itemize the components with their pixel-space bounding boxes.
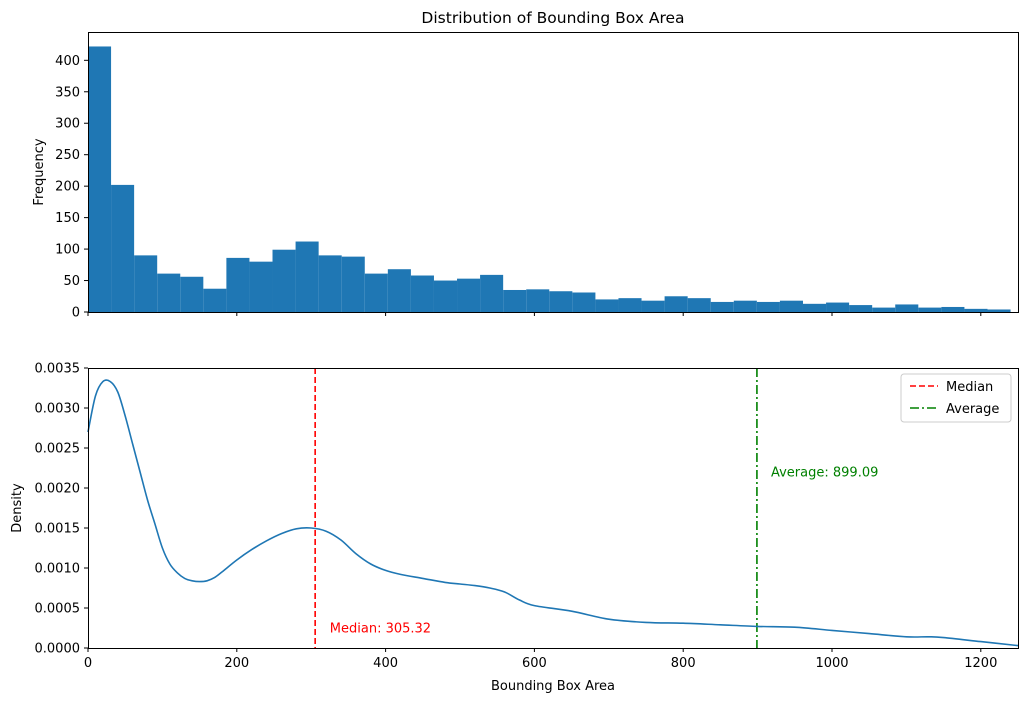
y-tick-label: 0.0015 bbox=[35, 522, 81, 537]
histogram-bar bbox=[595, 299, 619, 312]
histogram-bar bbox=[410, 275, 434, 312]
histogram-bar bbox=[987, 309, 1011, 312]
density-frame bbox=[88, 368, 1019, 649]
y-tick-label: 0.0035 bbox=[35, 362, 81, 377]
histogram-panel: Distribution of Bounding Box Area 0 50 100… bbox=[32, 9, 1019, 321]
histogram-bar bbox=[549, 291, 573, 312]
reference-lines bbox=[314, 368, 758, 648]
y-axis-label: Density bbox=[10, 483, 25, 533]
histogram-bar bbox=[826, 302, 850, 312]
histogram-bar bbox=[872, 307, 896, 312]
histogram-bar bbox=[295, 241, 319, 312]
y-tick-label: 250 bbox=[55, 148, 80, 163]
histogram-bar bbox=[503, 289, 527, 312]
histogram-frame bbox=[88, 32, 1019, 313]
x-tick-label: 200 bbox=[224, 656, 249, 671]
histogram-bar bbox=[318, 255, 342, 312]
annotation-label: Average: 899.09 bbox=[771, 466, 878, 481]
y-tick-label: 0.0005 bbox=[35, 602, 81, 617]
histogram-bar bbox=[941, 306, 965, 312]
legend-label-average: Average bbox=[946, 402, 999, 417]
histogram-bar bbox=[364, 273, 388, 312]
histogram-bar bbox=[480, 274, 504, 312]
histogram-x-ticks bbox=[87, 312, 982, 316]
annotation-label: Median: 305.32 bbox=[330, 622, 431, 637]
histogram-bar bbox=[618, 298, 642, 312]
x-axis-label: Bounding Box Area bbox=[491, 679, 615, 694]
histogram-bar bbox=[180, 276, 204, 312]
histogram-bar bbox=[272, 249, 296, 312]
histogram-bar bbox=[802, 303, 827, 312]
x-tick-label: 600 bbox=[522, 656, 547, 671]
y-tick-label: 150 bbox=[55, 211, 80, 226]
legend-label-median: Median bbox=[946, 380, 993, 395]
y-tick-label: 300 bbox=[55, 117, 80, 132]
histogram-bar bbox=[433, 280, 458, 312]
x-tick-label: 1000 bbox=[815, 656, 848, 671]
histogram-bar bbox=[526, 289, 550, 312]
histogram-bar bbox=[849, 305, 873, 312]
histogram-bar bbox=[964, 308, 988, 312]
histogram-bar bbox=[756, 301, 780, 312]
x-tick-label: 800 bbox=[671, 656, 696, 671]
chart-title: Distribution of Bounding Box Area bbox=[421, 9, 684, 27]
y-tick-label: 350 bbox=[55, 85, 80, 100]
histogram-bar bbox=[779, 300, 803, 312]
histogram-bar bbox=[918, 307, 942, 312]
histogram-bar bbox=[226, 257, 250, 312]
histogram-bar bbox=[457, 278, 481, 312]
y-tick-label: 100 bbox=[55, 243, 80, 258]
legend: Median Average bbox=[900, 373, 1012, 423]
histogram-bars bbox=[88, 46, 1011, 312]
y-tick-label: 0.0010 bbox=[35, 562, 81, 577]
density-curve bbox=[87, 379, 1019, 647]
histogram-y-ticks: 0 50 100 150 200 250 300 350 400 bbox=[55, 54, 88, 321]
histogram-bar bbox=[895, 304, 919, 312]
annotations: Median: 305.32 Average: 899.09 bbox=[330, 466, 879, 637]
x-tick-label: 1200 bbox=[964, 656, 997, 671]
histogram-bar bbox=[733, 300, 757, 312]
histogram-bar bbox=[341, 256, 365, 312]
histogram-bar bbox=[710, 301, 734, 312]
density-y-ticks: 0.0000 0.0005 0.0010 0.0015 0.0020 0.0025 0.00… bbox=[35, 362, 88, 657]
histogram-bar bbox=[157, 273, 181, 312]
histogram-bar bbox=[88, 46, 112, 312]
x-tick-label: 400 bbox=[373, 656, 398, 671]
density-x-ticks: 0 200 400 600 800 1000 1200 bbox=[84, 648, 997, 671]
y-tick-label: 0.0025 bbox=[35, 442, 81, 457]
x-tick-label: 0 bbox=[84, 656, 92, 671]
y-tick-label: 0.0020 bbox=[35, 482, 81, 497]
histogram-bar bbox=[572, 292, 596, 312]
histogram-bar bbox=[387, 269, 411, 312]
y-tick-label: 50 bbox=[63, 274, 80, 289]
y-tick-label: 400 bbox=[55, 54, 80, 69]
histogram-bar bbox=[687, 298, 711, 312]
histogram-bar bbox=[664, 296, 688, 312]
histogram-bar bbox=[249, 261, 273, 312]
y-tick-label: 0.0030 bbox=[35, 402, 81, 417]
histogram-bar bbox=[641, 300, 665, 312]
y-tick-label: 0.0000 bbox=[35, 642, 81, 657]
histogram-bar bbox=[111, 184, 135, 312]
histogram-bar bbox=[203, 288, 227, 312]
y-tick-label: 200 bbox=[55, 180, 80, 195]
y-tick-label: 0 bbox=[72, 306, 80, 321]
histogram-bar bbox=[134, 255, 158, 312]
y-axis-label: Frequency bbox=[32, 138, 47, 205]
